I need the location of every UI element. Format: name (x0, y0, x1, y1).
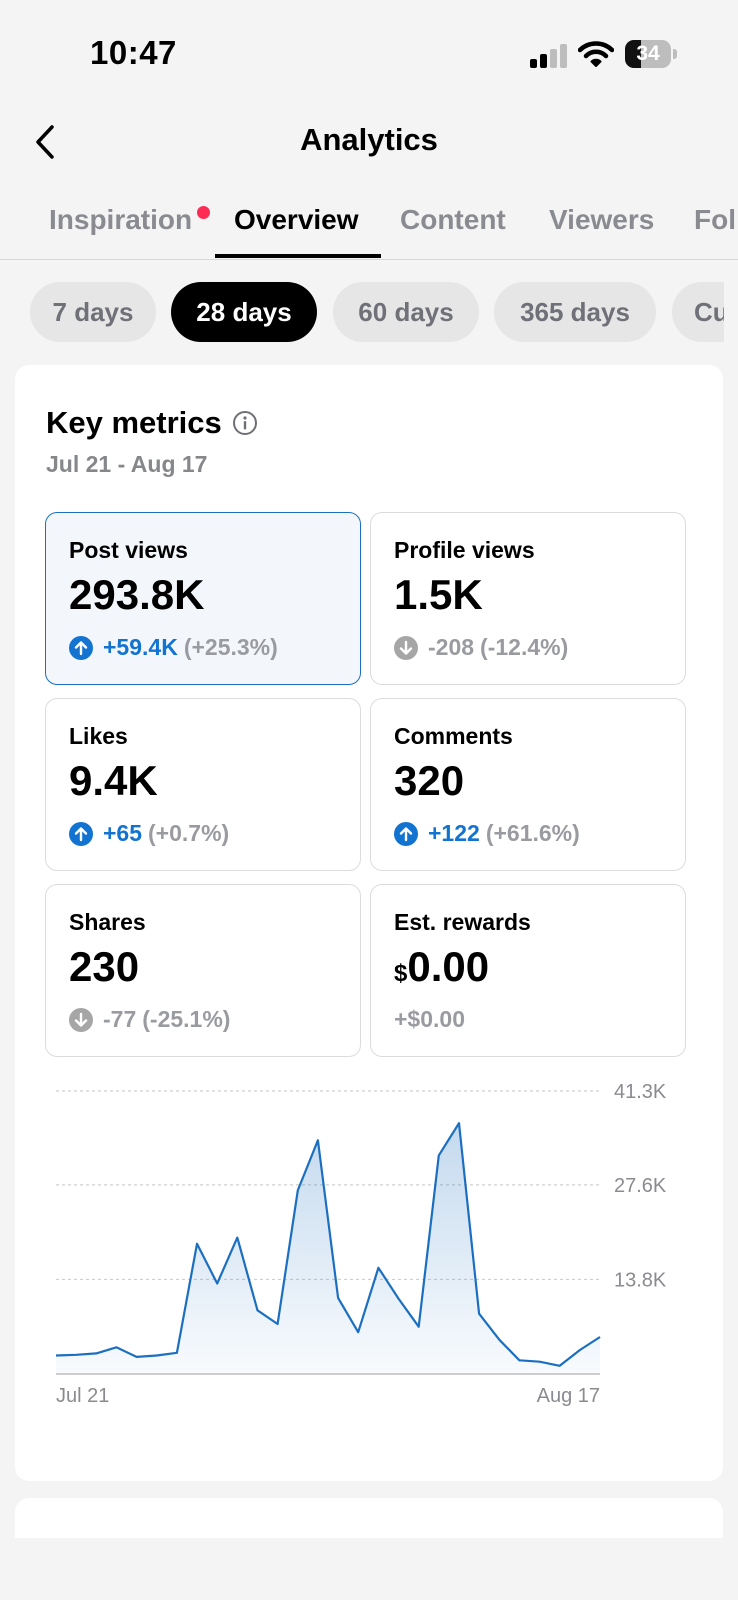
tab-viewers[interactable]: Viewers (549, 204, 655, 235)
date-range-label: Jul 21 - Aug 17 (46, 451, 208, 477)
metric-percent: (+25.3%) (183, 634, 278, 660)
battery-icon: 34 (625, 40, 677, 68)
back-button[interactable] (22, 118, 70, 166)
active-tab-indicator (215, 254, 381, 258)
key-metrics-card: Key metrics Jul 21 - Aug 17 Post views 2… (15, 365, 723, 1481)
metric-delta: +59.4K (103, 634, 178, 660)
status-bar: 10:47 34 (0, 0, 738, 100)
chevron-left-icon (36, 125, 54, 159)
page-title: Analytics (300, 122, 438, 157)
y-tick-label: 41.3K (614, 1081, 667, 1103)
metric-est-rewards[interactable]: Est. rewards $0.00 +$0.00 (370, 884, 686, 1057)
arrow-down-icon (394, 635, 418, 660)
metric-percent: (-12.4%) (480, 634, 569, 660)
notification-dot (197, 206, 210, 219)
date-range-selector: 7 days 28 days 60 days 365 days Cu (0, 282, 724, 344)
metric-shares[interactable]: Shares 230 -77 (-25.1%) (45, 884, 361, 1057)
range-7-days[interactable]: 7 days (30, 282, 156, 342)
metric-value: 9.4K (69, 757, 158, 804)
y-tick-label: 27.6K (614, 1175, 667, 1197)
metric-delta: -208 (428, 634, 475, 660)
metric-delta: +122 (428, 820, 480, 846)
metric-change: +65 (+0.7%) (69, 820, 229, 847)
range-365-days[interactable]: 365 days (494, 282, 656, 342)
range-28-days[interactable]: 28 days (171, 282, 317, 342)
y-tick-label: 13.8K (614, 1269, 667, 1291)
metric-value: 230 (69, 943, 140, 990)
metric-delta: -77 (103, 1006, 137, 1032)
metric-delta: +65 (103, 820, 143, 846)
arrow-up-icon (394, 821, 418, 846)
arrow-up-icon (69, 635, 93, 660)
metric-comments[interactable]: Comments 320 +122 (+61.6%) (370, 698, 686, 871)
info-icon[interactable] (232, 410, 258, 436)
post-views-chart: 13.8K 27.6K 41.3K Jul 21 Aug 17 (55, 1081, 667, 1407)
key-metrics-heading: Key metrics (46, 405, 222, 440)
metric-change: -208 (-12.4%) (394, 634, 568, 661)
analytics-tabs: Inspiration Overview Content Viewers Fol (0, 186, 738, 260)
metric-label: Likes (69, 723, 128, 749)
status-time: 10:47 (90, 34, 177, 71)
metric-percent: (-25.1%) (142, 1006, 231, 1032)
views-line (55, 1122, 601, 1367)
metric-profile-views[interactable]: Profile views 1.5K -208 (-12.4%) (370, 512, 686, 685)
tab-inspiration[interactable]: Inspiration (49, 204, 193, 235)
metric-percent: (+61.6%) (485, 820, 580, 846)
metric-change: +$0.00 (394, 1006, 471, 1033)
metric-value: $0.00 (394, 943, 489, 991)
battery-level: 34 (636, 42, 660, 65)
range-60-days[interactable]: 60 days (333, 282, 479, 342)
metric-label: Profile views (394, 537, 535, 563)
metric-value: 1.5K (394, 571, 483, 618)
next-card (15, 1498, 723, 1538)
metric-percent: (+0.7%) (148, 820, 230, 846)
key-metrics-title: Key metrics (46, 405, 258, 441)
rewards-amount: 0.00 (407, 943, 490, 990)
metric-change: +122 (+61.6%) (394, 820, 580, 847)
arrow-up-icon (69, 821, 93, 846)
metric-value: 320 (394, 757, 465, 804)
metric-label: Post views (69, 537, 188, 563)
wifi-icon (578, 41, 614, 67)
views-area (56, 1123, 600, 1374)
tab-followers[interactable]: Fol (694, 204, 736, 235)
header: Analytics (0, 100, 738, 186)
metric-change: +59.4K (+25.3%) (69, 634, 278, 661)
currency-symbol: $ (394, 960, 408, 987)
metric-value: 293.8K (69, 571, 205, 618)
metric-delta: +$0.00 (394, 1006, 465, 1032)
tab-content[interactable]: Content (400, 204, 506, 235)
metric-change: -77 (-25.1%) (69, 1006, 230, 1033)
cellular-signal-icon (530, 44, 568, 68)
range-custom[interactable]: Cu (672, 282, 724, 342)
x-end-label: Aug 17 (537, 1385, 600, 1407)
metric-label: Comments (394, 723, 513, 749)
x-start-label: Jul 21 (56, 1385, 109, 1407)
metric-post-views[interactable]: Post views 293.8K +59.4K (+25.3%) (45, 512, 361, 685)
metric-likes[interactable]: Likes 9.4K +65 (+0.7%) (45, 698, 361, 871)
arrow-down-icon (69, 1007, 93, 1032)
metric-label: Shares (69, 909, 146, 935)
tab-overview[interactable]: Overview (234, 204, 359, 235)
metric-label: Est. rewards (394, 909, 531, 935)
